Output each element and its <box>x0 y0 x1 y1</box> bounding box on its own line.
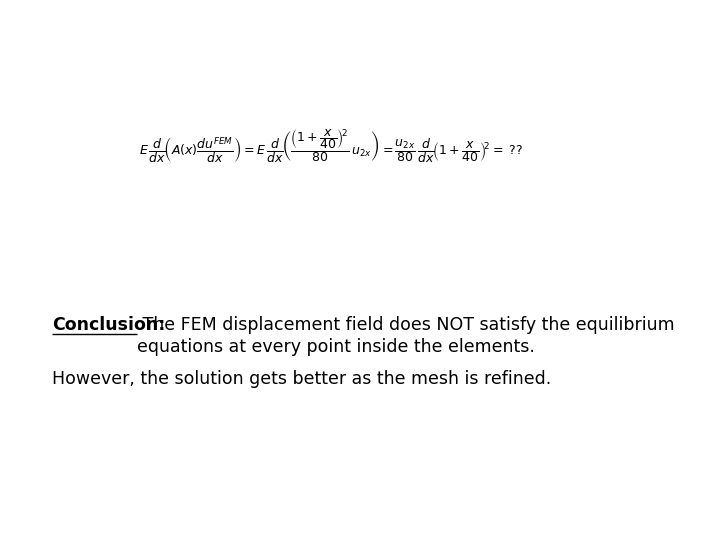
Text: The FEM displacement field does NOT satisfy the equilibrium
equations at every p: The FEM displacement field does NOT sati… <box>137 316 675 356</box>
Text: $E\,\dfrac{d}{dx}\!\left(A(x)\dfrac{du^{FEM}}{dx}\right)= E\,\dfrac{d}{dx}\!\lef: $E\,\dfrac{d}{dx}\!\left(A(x)\dfrac{du^{… <box>139 127 523 165</box>
Text: However, the solution gets better as the mesh is refined.: However, the solution gets better as the… <box>52 370 551 388</box>
Text: Conclusion:: Conclusion: <box>52 316 165 334</box>
